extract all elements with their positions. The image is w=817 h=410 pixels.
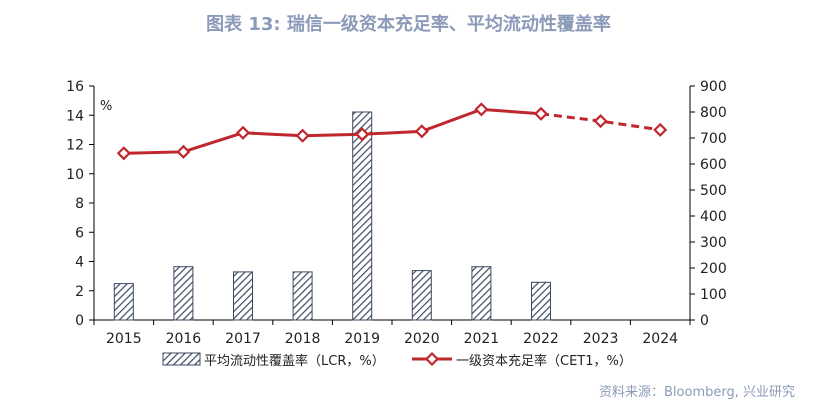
cet1-point (474, 102, 489, 117)
x-tick-label: 2016 (166, 331, 202, 347)
right-tick-label: 100 (700, 287, 727, 303)
lcr-bar (233, 271, 253, 321)
lcr-bar (531, 281, 551, 321)
cet1-point (176, 144, 191, 159)
left-tick-label: 2 (75, 284, 84, 300)
legend-bar-label: 平均流动性覆盖率（LCR，%） (204, 353, 385, 369)
right-tick-label: 700 (700, 131, 727, 147)
lcr-bar (173, 266, 194, 321)
legend-bar-swatch (162, 352, 201, 366)
left-tick-label: 16 (66, 79, 84, 95)
x-tick-label: 2021 (464, 331, 500, 347)
chart-title: 图表 13: 瑞信一级资本充足率、平均流动性覆盖率 (206, 14, 611, 35)
line-series (116, 102, 668, 161)
source-note: 资料来源：Bloomberg, 兴业研究 (599, 385, 795, 400)
lcr-bar (411, 270, 432, 321)
cet1-line-solid (123, 107, 542, 155)
lcr-bar (292, 271, 313, 321)
legend-line-label: 一级资本充足率（CET1，%） (456, 353, 632, 369)
lcr-bar (113, 283, 134, 321)
right-tick-label: 300 (700, 235, 727, 251)
x-tick-label: 2020 (404, 331, 440, 347)
right-tick-label: 600 (700, 157, 727, 173)
cet1-point (653, 122, 668, 137)
cet1-point (533, 106, 549, 121)
right-tick-label: 800 (700, 105, 727, 121)
lcr-bar (352, 111, 373, 321)
right-tick-label: 500 (700, 183, 727, 199)
left-tick-label: 10 (66, 167, 84, 183)
left-tick-label: 4 (75, 255, 84, 271)
cet1-point (235, 125, 251, 140)
bar-series (113, 111, 551, 321)
x-tick-label: 2019 (344, 331, 380, 347)
left-tick-label: 14 (66, 108, 84, 124)
x-tick-label: 2015 (106, 331, 142, 347)
x-tick-label: 2017 (225, 331, 261, 347)
lcr-bar (471, 266, 492, 321)
left-axis-unit-label: % (100, 99, 112, 114)
left-tick-label: 0 (75, 313, 84, 329)
cet1-point (116, 146, 131, 161)
left-tick-label: 6 (75, 225, 84, 241)
x-tick-label: 2024 (642, 331, 678, 347)
legend-line-marker (424, 351, 440, 367)
right-tick-label: 400 (700, 209, 727, 225)
right-tick-label: 200 (700, 261, 727, 277)
x-tick-label: 2023 (583, 331, 619, 347)
axes: 0 2 4 6 8 10 12 14 16% 0 100 200 300 400 500 600 700 800 9… (66, 79, 727, 347)
cet1-line-dashed (540, 112, 661, 132)
cet1-point (355, 127, 370, 142)
left-tick-label: 8 (75, 196, 84, 212)
left-tick-label: 12 (66, 138, 84, 154)
right-tick-label: 0 (700, 313, 709, 329)
cet1-point (593, 114, 608, 129)
x-tick-label: 2018 (285, 331, 321, 347)
right-tick-label: 900 (700, 79, 727, 95)
cet1-point (295, 128, 310, 143)
x-tick-label: 2022 (523, 331, 559, 347)
legend: 平均流动性覆盖率（LCR，%） 一级资本充足率（CET1，%） (162, 351, 632, 369)
cet1-point (414, 124, 429, 139)
